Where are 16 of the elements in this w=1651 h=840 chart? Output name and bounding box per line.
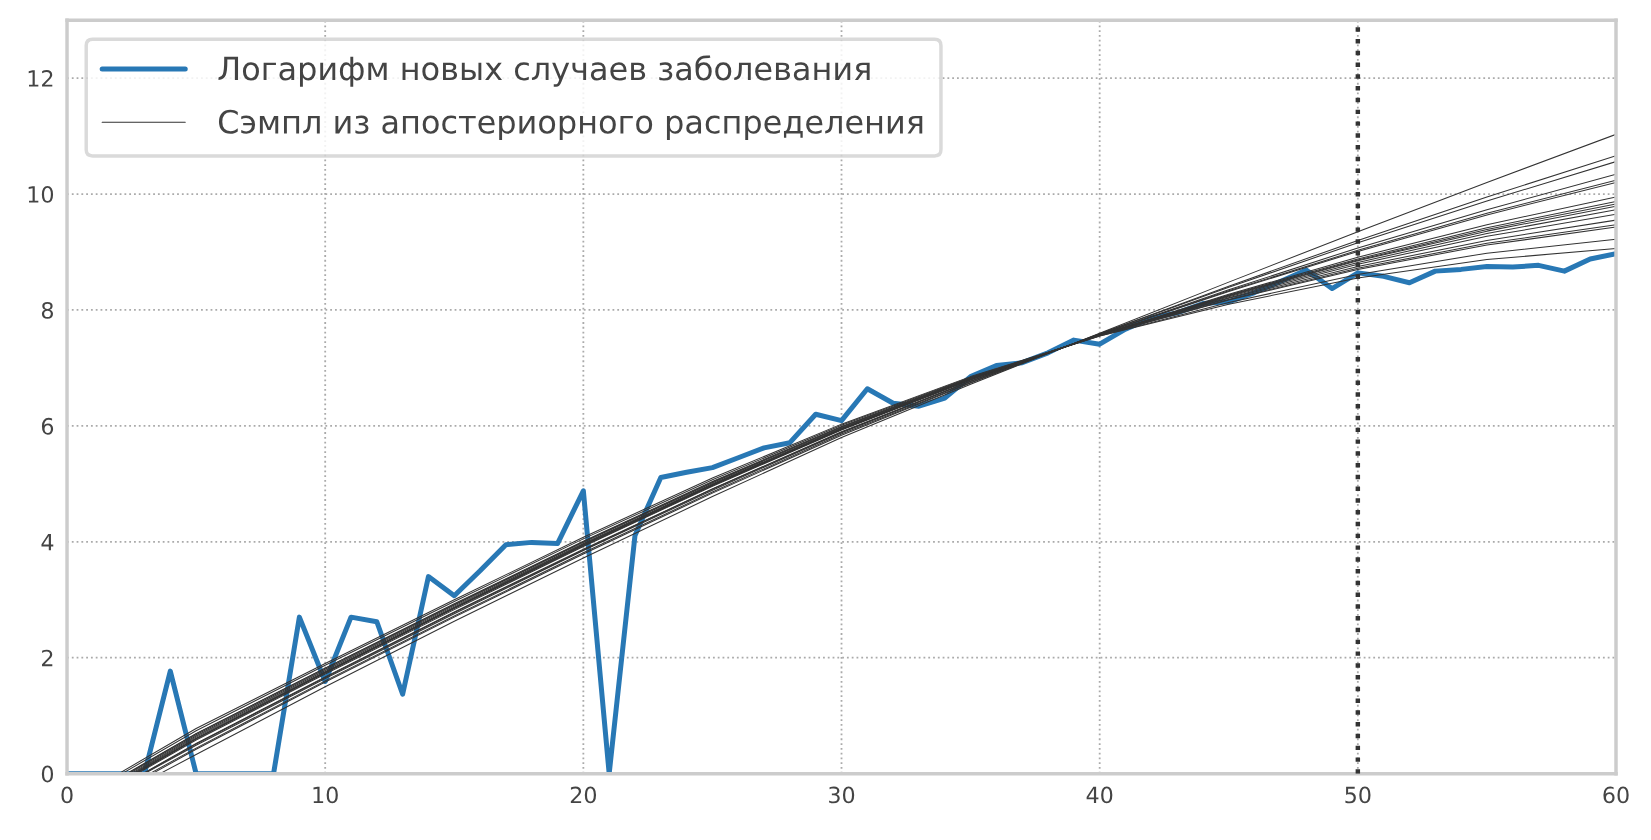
x-tick-label: 50 [1345, 786, 1371, 804]
x-tick-label: 10 [313, 786, 338, 804]
y-tick-label: 4 [41, 534, 54, 551]
y-tick-label: 6 [41, 417, 54, 435]
y-tick-label: 2 [42, 649, 53, 667]
legend-label: Логарифм новых случаев заболевания [218, 55, 870, 87]
x-tick-label: 60 [1603, 786, 1629, 804]
x-tick-label: 30 [829, 786, 855, 804]
y-tick-label: 0 [41, 765, 54, 783]
y-tick-label: 12 [28, 70, 53, 87]
legend-label: Сэмпл из апостериорного распределения [218, 109, 923, 141]
x-tick-label: 40 [1086, 786, 1113, 804]
y-tick-label: 10 [28, 185, 54, 203]
x-tick-label: 0 [61, 786, 73, 804]
x-tick-label: 20 [570, 786, 597, 804]
y-tick-label: 8 [41, 301, 54, 319]
